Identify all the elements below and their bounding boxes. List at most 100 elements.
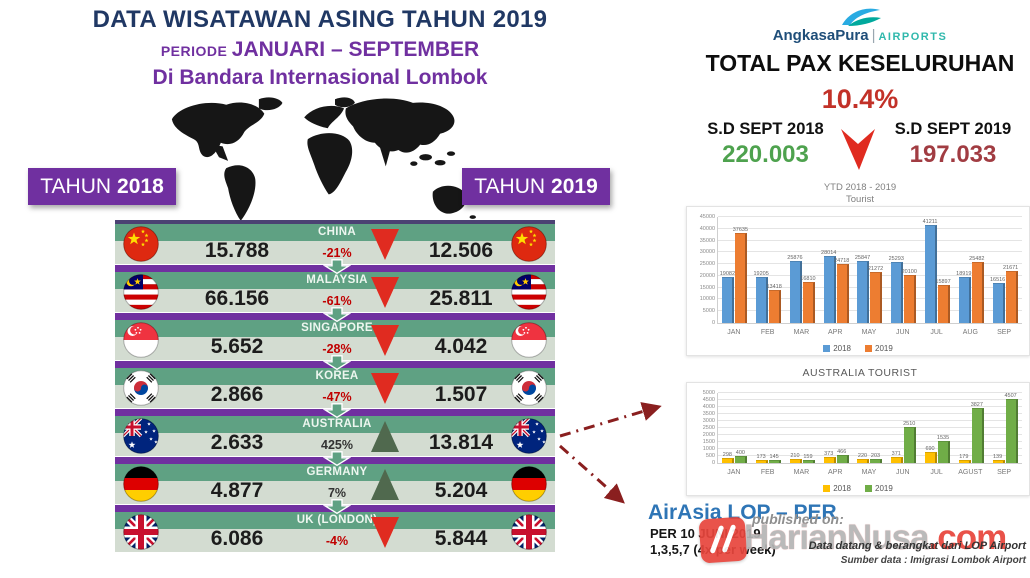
x-axis-label-sep: SEP <box>997 329 1012 336</box>
year-badge-2018: TAHUN 2018 <box>28 168 176 205</box>
chart-column-apr: 373 466 <box>819 393 853 463</box>
year-badge-2019: TAHUN 2019 <box>462 168 610 205</box>
trend-up-icon <box>371 421 399 452</box>
value-2019: 5.844 <box>434 527 488 550</box>
page-title: DATA WISATAWAN ASING TAHUN 2019 <box>92 6 548 33</box>
row-green-band <box>115 224 555 241</box>
row-light-band <box>115 433 555 456</box>
y-axis-label: 15000 <box>699 284 715 291</box>
bar-2019-mar: 159 <box>802 454 815 463</box>
legend-item-2018: 2018 <box>823 484 851 493</box>
period-range: JANUARI – SEPTEMBER <box>231 38 480 61</box>
trend-up-icon <box>371 469 399 500</box>
value-2018: 15.788 <box>204 239 270 262</box>
bar-value-label: 220 <box>857 452 868 459</box>
bar-2018-mar: 25876 <box>787 255 803 323</box>
bar-2019-agust: 3827 <box>971 402 984 463</box>
bar-value-label: 2510 <box>903 420 916 427</box>
uk-flag-icon <box>123 514 159 550</box>
bar-value-label: 466 <box>837 449 847 456</box>
trend-down-icon <box>371 325 399 356</box>
bar-2019-apr: 466 <box>836 449 849 463</box>
bar-2018-jun: 25293 <box>889 256 904 323</box>
change-percent: -4% <box>325 534 349 548</box>
value-2018: 66.156 <box>204 287 270 310</box>
x-axis-label-sep: SEP <box>997 469 1012 476</box>
row-light-band <box>115 529 555 552</box>
next-row-arrow-icon <box>323 355 351 370</box>
country-name: KOREA <box>315 370 359 382</box>
row-light-band <box>115 289 555 312</box>
bar-value-label: 203 <box>870 453 881 460</box>
arrow-to-airasia-note <box>559 444 625 504</box>
x-axis-label-jan: JAN <box>727 469 741 476</box>
bar-value-label: 159 <box>803 453 813 460</box>
chart1-caption: YTD 2018 - 2019 Tourist <box>823 182 897 205</box>
bar-2019-jan: 400 <box>735 450 748 463</box>
chart-column-mar: 25876 16810 <box>786 217 820 323</box>
value-2019: 1.507 <box>434 383 488 406</box>
australia-flag-icon <box>123 418 159 454</box>
china-flag-icon <box>123 226 159 262</box>
chart-legend: 2018 2019 <box>687 484 1029 493</box>
bar-value-label: 373 <box>824 450 834 457</box>
chart-column-may: 25847 21272 <box>853 217 887 323</box>
summary-2019-value: 197.033 <box>909 141 997 168</box>
x-axis-label-may: MAY <box>861 329 877 336</box>
x-axis-label-feb: FEB <box>760 469 775 476</box>
value-2019: 4.042 <box>434 335 488 358</box>
value-2018: 4.877 <box>210 479 264 502</box>
bar-2018-feb: 19205 <box>753 271 769 323</box>
logo-brand: AngkasaPura <box>772 27 869 44</box>
country-name: UK (LONDON) <box>296 514 378 526</box>
y-axis-label: 3500 <box>702 411 715 417</box>
chart-column-feb: 19205 13418 <box>752 217 786 323</box>
singapore-flag-icon <box>123 322 159 358</box>
row-light-band <box>115 337 555 360</box>
bar-2018-agust: 179 <box>958 454 971 463</box>
gridline <box>718 251 1022 253</box>
y-axis-label: 0 <box>711 460 715 466</box>
total-pax-title: TOTAL PAX KESELURUHAN <box>705 50 1015 76</box>
australia-tourist-chart: JAN FEB MAR APR MAY JUN JUL AGUST SEP 0 500 1000 150… <box>686 382 1030 496</box>
bar-value-label: 20100 <box>901 268 917 275</box>
korea-flag-icon <box>511 370 547 406</box>
gridline <box>718 399 1022 400</box>
value-2019: 13.814 <box>428 431 494 454</box>
watermark-site: HarianNusa.com <box>744 518 1007 557</box>
change-percent: -28% <box>322 342 352 356</box>
value-2019: 25.811 <box>429 287 493 310</box>
bar-2018-apr: 28014 <box>821 250 836 323</box>
y-axis-label: 5000 <box>702 390 715 396</box>
summary-2018: S.D SEPT 2018 220.003 <box>688 120 843 169</box>
arrow-to-australia-chart <box>559 402 662 438</box>
legend-item-2018: 2018 <box>823 344 851 353</box>
country-name: MALAYSIA <box>306 274 368 286</box>
legend-item-2019: 2019 <box>865 344 893 353</box>
chart-column-agust: 179 3827 <box>954 393 988 463</box>
country-row-australia: 2.633 AUSTRALIA 425% 13.814 <box>115 416 555 466</box>
chart-column-jun: 371 2510 <box>887 393 921 463</box>
bar-2019-may: 203 <box>870 453 883 463</box>
bar-2019-jun: 2510 <box>903 421 917 463</box>
bar-2018-may: 25847 <box>855 255 870 323</box>
country-comparison-table: 15.788 CHINA -21% 12.506 66.156 MALAYSIA -61% 2… <box>115 220 555 560</box>
y-axis-label: 10000 <box>699 296 715 303</box>
next-row-arrow-icon <box>323 451 351 466</box>
bar-2019-may: 21272 <box>868 266 883 323</box>
chart-column-jun: 25293 20100 <box>887 217 921 323</box>
y-axis-label: 35000 <box>699 237 715 244</box>
gridline <box>718 263 1022 265</box>
summary-2018-label: S.D SEPT 2018 <box>707 120 824 138</box>
y-axis-label: 0 <box>711 320 715 326</box>
next-row-arrow-icon <box>323 499 351 514</box>
y-axis-label: 45000 <box>699 214 715 220</box>
bar-value-label: 16810 <box>800 276 816 283</box>
germany-flag-icon <box>511 466 547 502</box>
bar-2018-aug: 18919 <box>956 271 971 323</box>
airasia-route: AirAsia LOP – PER <box>648 501 837 524</box>
row-light-band <box>115 481 555 504</box>
gridline <box>718 298 1022 300</box>
chart-plot-area: 0 5000 10000 15000 20000 25000 30000 35000 40000… <box>700 214 1022 326</box>
bar-2019-feb: 13418 <box>766 284 782 323</box>
